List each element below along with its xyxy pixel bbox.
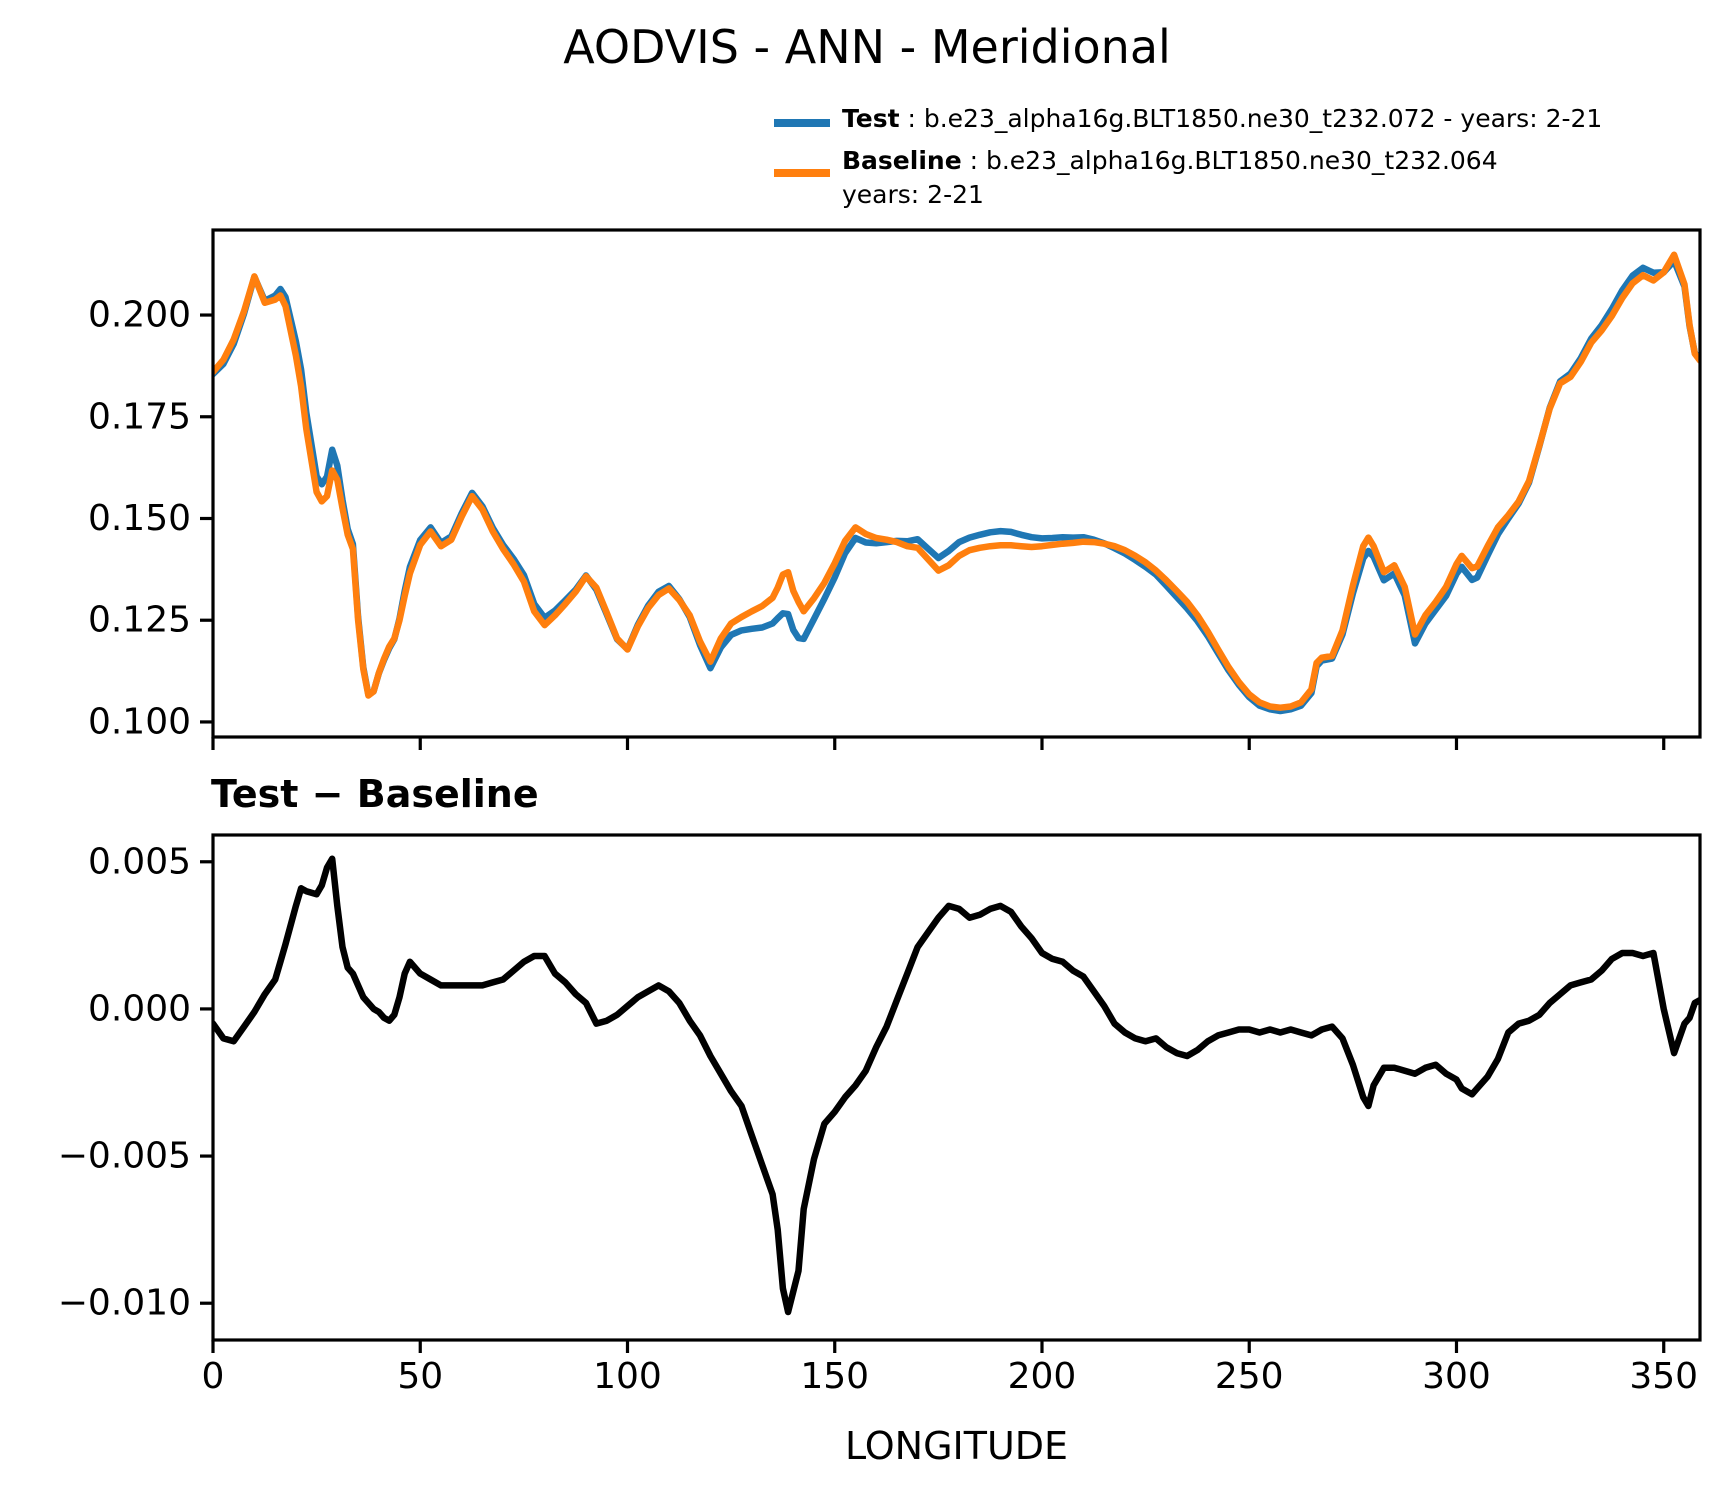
- x-tick-label: 200: [1008, 1356, 1077, 1397]
- x-tick-label: 100: [593, 1356, 662, 1397]
- x-tick-label: 150: [800, 1356, 869, 1397]
- y-tick-label: 0.175: [88, 396, 191, 437]
- legend-test-label: Test: [842, 104, 900, 133]
- plot-frame: [211, 228, 1702, 739]
- series-group: [213, 855, 1700, 1316]
- plot-diff: 0 50 100 150 200 250 300 350 0.005 0.000 −0.005 −0.…: [58, 833, 1702, 1397]
- legend-baseline-label: Baseline: [842, 146, 962, 175]
- x-tick-label: 50: [397, 1356, 443, 1397]
- y-tick-label: −0.010: [58, 1283, 191, 1324]
- page-title: AODVIS - ANN - Meridional: [563, 20, 1171, 74]
- legend-baseline-desc: : b.e23_alpha16g.BLT1850.ne30_t232.064: [961, 146, 1498, 175]
- legend-item-baseline: Baseline : b.e23_alpha16g.BLT1850.ne30_t…: [842, 146, 1498, 175]
- series-group: [213, 251, 1700, 715]
- x-axis-label: LONGITUDE: [844, 1424, 1069, 1468]
- y-tick-label: 0.005: [88, 841, 191, 882]
- baseline-line-swatch: [774, 169, 830, 177]
- line-Baseline: [213, 251, 1700, 711]
- diff-plot-title: Test − Baseline: [211, 772, 539, 816]
- y-tick-label: −0.005: [58, 1136, 191, 1177]
- y-tick-label: 0.100: [88, 701, 191, 742]
- y-tick-label: 0.000: [88, 988, 191, 1029]
- x-tick-label: 300: [1422, 1356, 1491, 1397]
- x-tick-label: 0: [202, 1356, 225, 1397]
- x-tick-label: 350: [1629, 1356, 1698, 1397]
- y-tick-label: 0.150: [88, 498, 191, 539]
- x-tick-label: 250: [1215, 1356, 1284, 1397]
- legend-item-test: Test : b.e23_alpha16g.BLT1850.ne30_t232.…: [842, 104, 1602, 133]
- legend-baseline-desc-line2: years: 2-21: [842, 180, 984, 209]
- legend-test-desc: : b.e23_alpha16g.BLT1850.ne30_t232.072 -…: [899, 104, 1603, 133]
- y-tick-label: 0.200: [88, 295, 191, 336]
- plot-main: 0.100 0.125 0.150 0.175 0.200: [88, 228, 1702, 750]
- line-Test: [213, 257, 1700, 715]
- test-line-swatch: [774, 119, 830, 127]
- line-Test − Baseline: [213, 855, 1700, 1316]
- y-tick-label: 0.125: [88, 600, 191, 641]
- plot-frame: [211, 833, 1702, 1342]
